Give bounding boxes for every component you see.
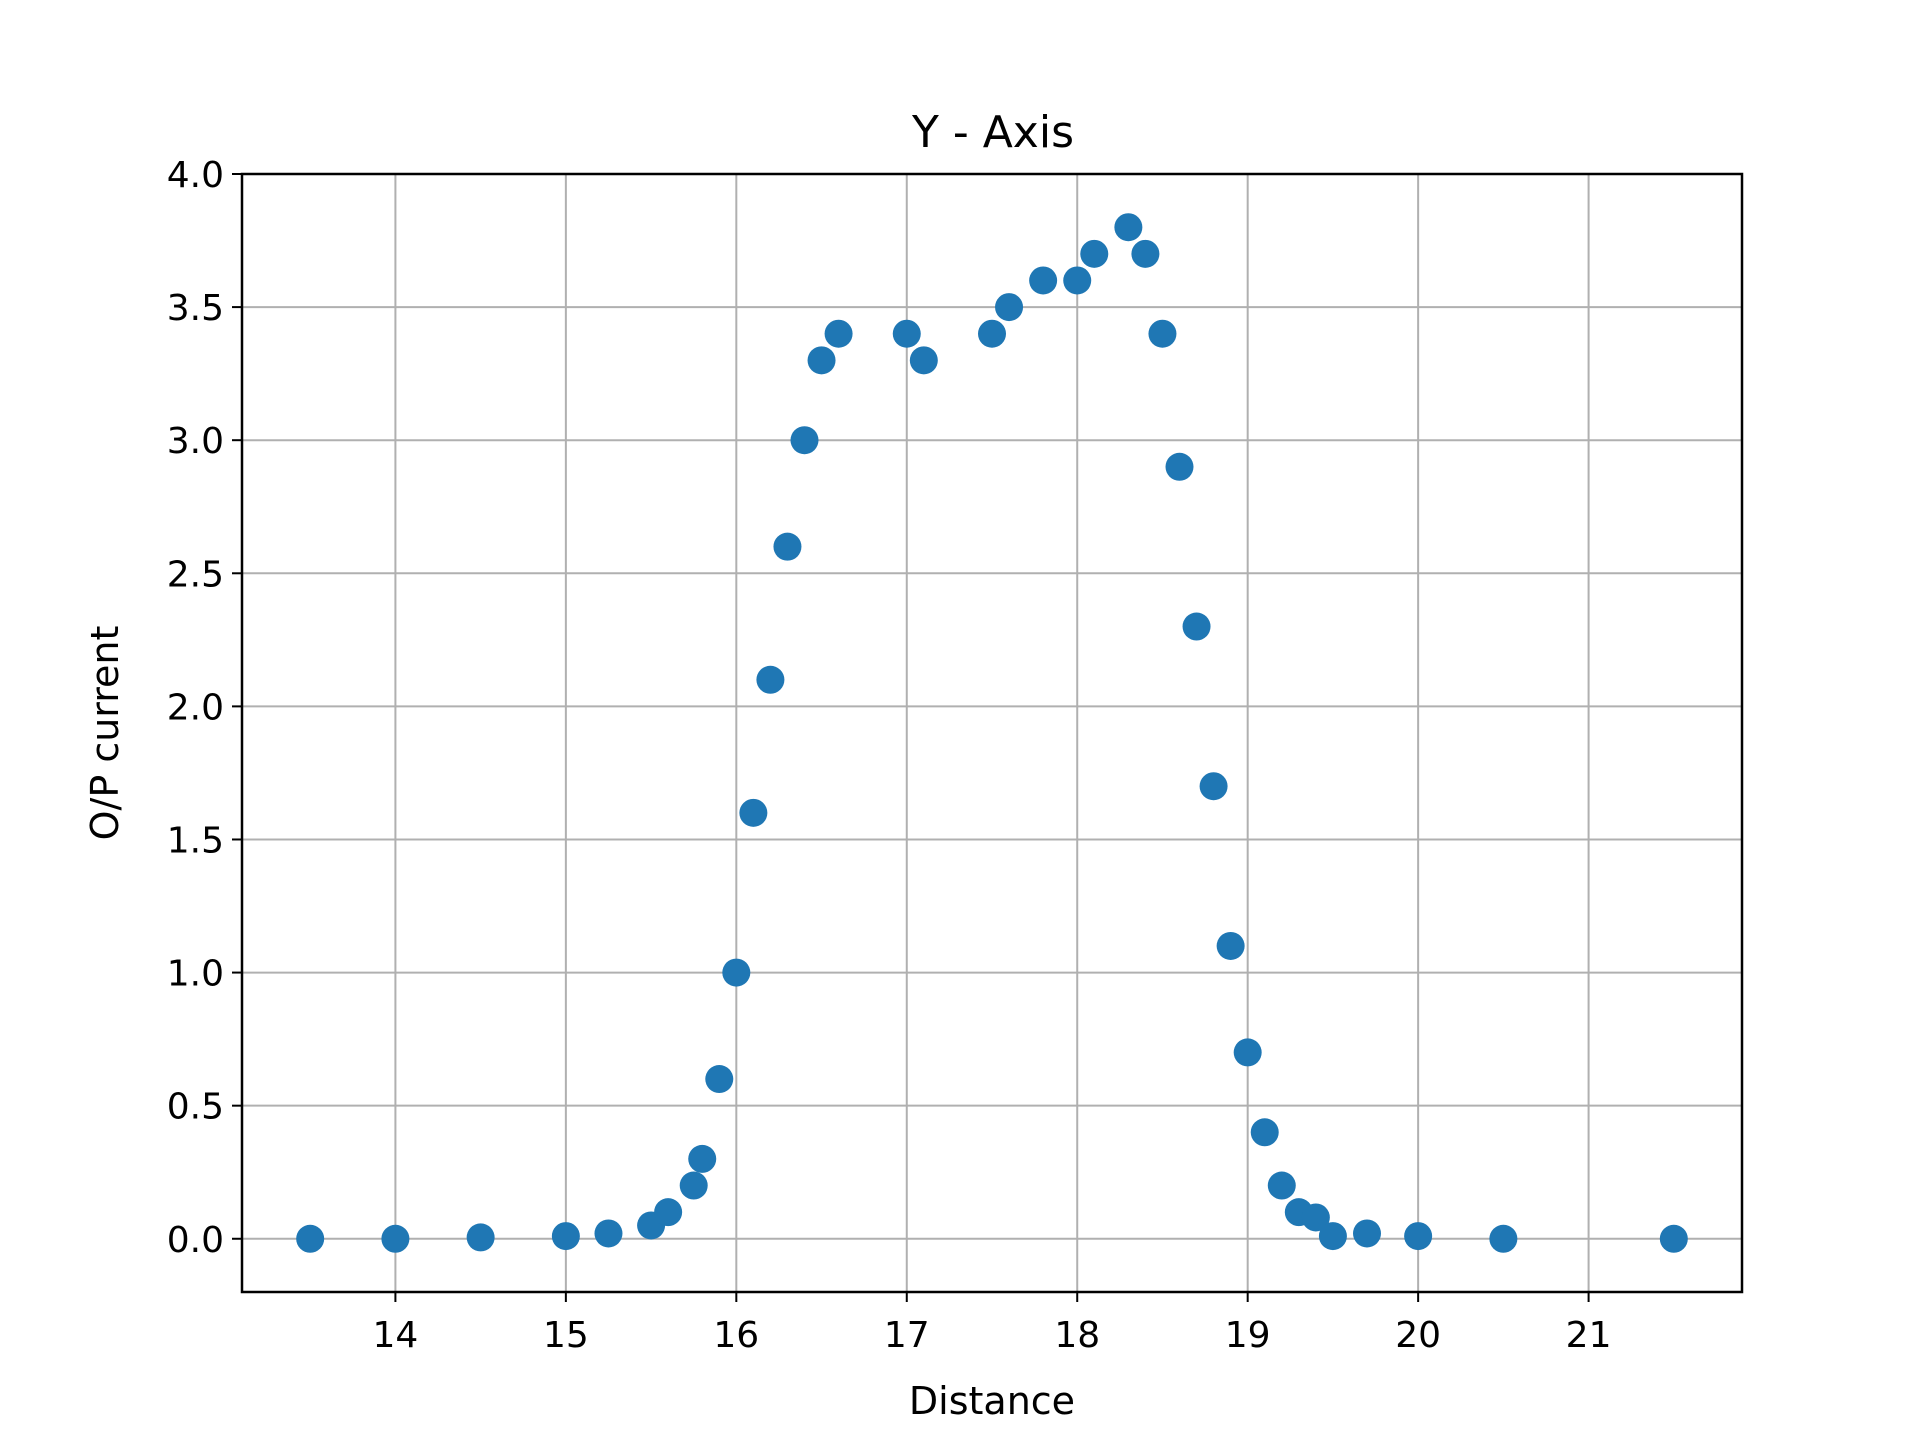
data-point [722, 958, 751, 987]
y-tick-label: 3.0 [167, 421, 224, 462]
data-point [1301, 1203, 1330, 1232]
x-tick-label: 15 [543, 1315, 589, 1356]
data-point [892, 319, 921, 348]
data-point [688, 1144, 717, 1173]
data-point [1080, 239, 1109, 268]
data-point [1489, 1224, 1518, 1253]
data-point [824, 319, 853, 348]
data-point [705, 1065, 734, 1094]
data-point [594, 1219, 623, 1248]
data-point [790, 426, 819, 455]
y-axis-label: O/P current [83, 626, 127, 841]
data-point [1063, 266, 1092, 295]
y-tick-label: 0.5 [167, 1087, 224, 1128]
data-point [1199, 772, 1228, 801]
data-point [1148, 319, 1177, 348]
data-point [978, 319, 1006, 348]
data-point [756, 665, 785, 694]
data-point [1233, 1038, 1262, 1067]
y-tick-label: 1.5 [167, 820, 224, 861]
data-point [1250, 1118, 1279, 1147]
data-point [1267, 1171, 1296, 1200]
y-tick-label: 3.5 [167, 288, 224, 329]
data-point [679, 1171, 708, 1200]
data-point [995, 293, 1024, 322]
data-point [1404, 1222, 1433, 1251]
x-tick-label: 18 [1054, 1315, 1100, 1356]
data-point [1182, 612, 1211, 641]
x-tick-label: 19 [1225, 1315, 1271, 1356]
data-point [296, 1224, 325, 1253]
x-tick-label: 16 [713, 1315, 759, 1356]
y-tick-label: 4.0 [167, 155, 224, 196]
data-points [296, 213, 1688, 1253]
x-tick-label: 17 [884, 1315, 930, 1356]
x-tick-label: 20 [1395, 1315, 1441, 1356]
y-tick-label: 2.0 [167, 687, 224, 728]
data-point [1029, 266, 1058, 295]
data-point [1165, 452, 1194, 481]
x-tick-label: 14 [373, 1315, 419, 1356]
data-point [909, 346, 938, 375]
data-point [773, 532, 802, 561]
data-point [381, 1224, 410, 1253]
data-point [807, 346, 836, 375]
data-point [1353, 1219, 1381, 1248]
axis-ticks: 14 15 16 17 18 19 20 21 0.0 0.5 1.0 1.5 2.0 2.5 3.0 3.5… [167, 155, 1612, 1356]
y-tick-label: 1.0 [167, 954, 224, 995]
data-point [466, 1223, 495, 1252]
y-tick-label: 2.5 [167, 554, 224, 595]
data-point [1318, 1222, 1347, 1251]
chart-title: Y - Axis [911, 107, 1074, 158]
data-point [1131, 239, 1160, 268]
data-point [739, 798, 768, 827]
x-axis-label: Distance [909, 1379, 1075, 1423]
data-point [1216, 931, 1245, 960]
x-tick-label: 21 [1566, 1315, 1612, 1356]
y-tick-label: 0.0 [167, 1220, 224, 1261]
data-point [654, 1198, 683, 1227]
data-point [551, 1222, 580, 1251]
data-point [1114, 213, 1143, 242]
data-point [1659, 1224, 1688, 1253]
axes-frame [240, 172, 1744, 1294]
